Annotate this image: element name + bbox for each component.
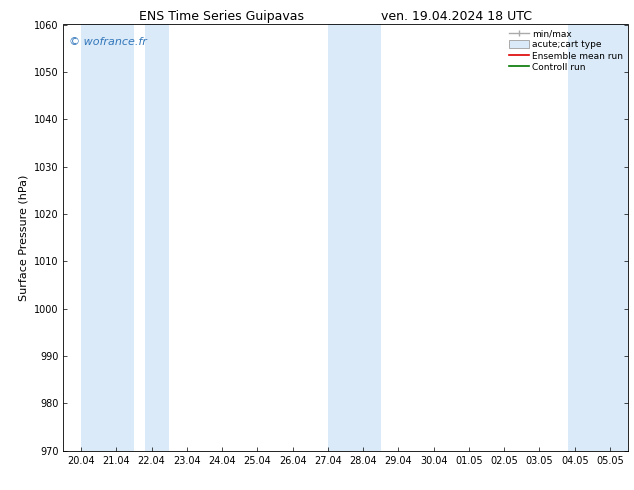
- Text: ENS Time Series Guipavas: ENS Time Series Guipavas: [139, 10, 304, 23]
- Bar: [567, 24, 628, 451]
- Y-axis label: Surface Pressure (hPa): Surface Pressure (hPa): [18, 174, 29, 301]
- Bar: [145, 24, 169, 451]
- Bar: [81, 24, 134, 451]
- Text: ven. 19.04.2024 18 UTC: ven. 19.04.2024 18 UTC: [381, 10, 532, 23]
- Bar: [328, 24, 381, 451]
- Legend: min/max, acute;cart type, Ensemble mean run, Controll run: min/max, acute;cart type, Ensemble mean …: [507, 27, 625, 74]
- Text: © wofrance.fr: © wofrance.fr: [69, 37, 147, 48]
